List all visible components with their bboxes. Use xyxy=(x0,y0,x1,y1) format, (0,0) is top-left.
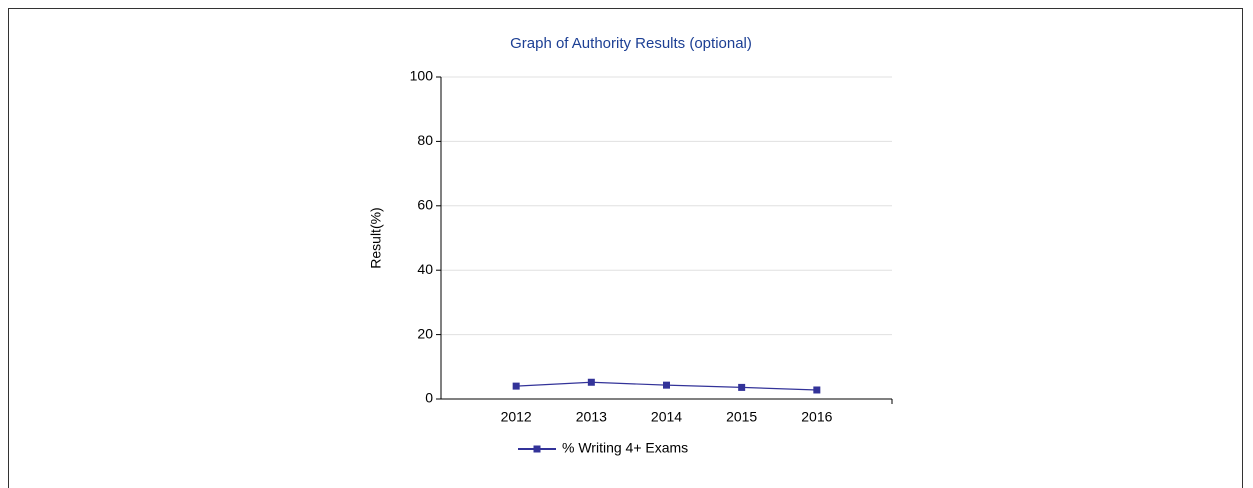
point-marker xyxy=(587,378,595,386)
y-tick-label: 20 xyxy=(417,325,433,341)
y-tick-label: 0 xyxy=(425,390,433,406)
y-axis-label: Result(%) xyxy=(368,207,384,268)
legend-label: % Writing 4+ Exams xyxy=(562,440,688,456)
x-tick-label: 2012 xyxy=(501,409,532,425)
x-tick-label: 2015 xyxy=(726,409,757,425)
chart-title: Graph of Authority Results (optional) xyxy=(510,35,752,52)
point-marker xyxy=(512,382,520,390)
x-tick-label: 2014 xyxy=(651,409,682,425)
y-tick-label: 100 xyxy=(410,68,434,84)
point-marker xyxy=(813,386,821,394)
point-marker xyxy=(738,383,746,391)
point-marker xyxy=(663,381,670,389)
y-tick-label: 40 xyxy=(417,261,433,277)
y-tick-label: 80 xyxy=(417,132,433,148)
legend-marker xyxy=(533,445,541,453)
y-tick-label: 60 xyxy=(417,197,433,213)
panel xyxy=(8,8,1243,488)
x-tick-label: 2016 xyxy=(801,409,832,425)
x-tick-label: 2013 xyxy=(576,409,607,425)
